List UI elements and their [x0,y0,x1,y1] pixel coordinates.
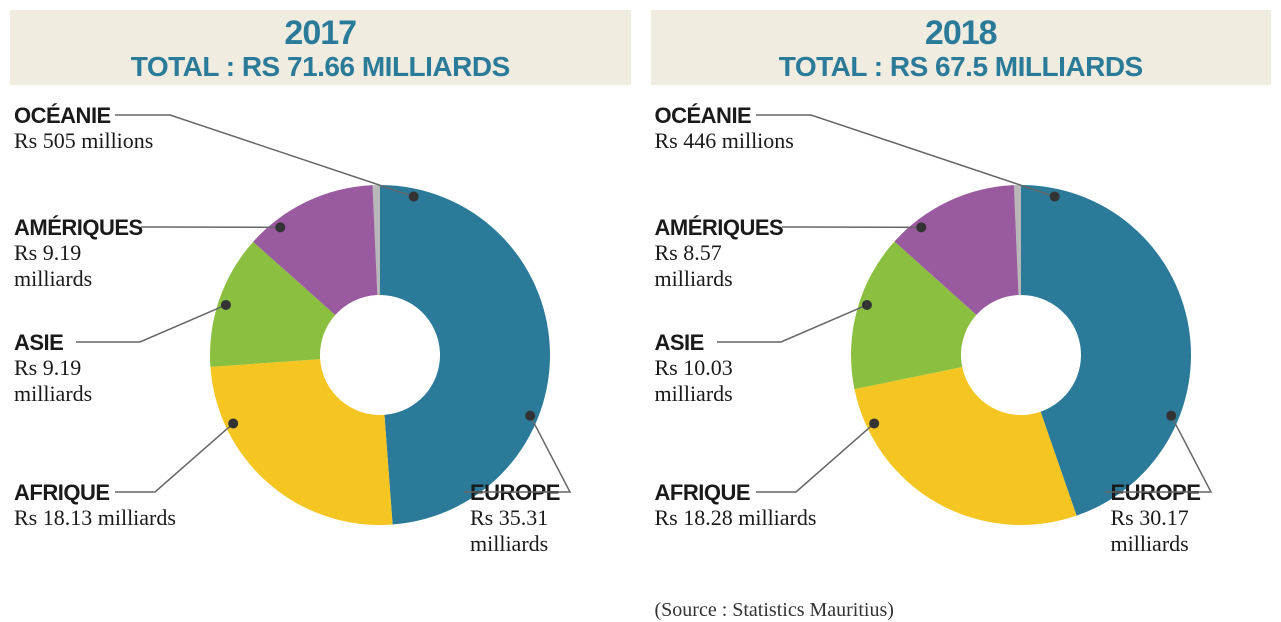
total-2018: TOTAL : RS 67.5 MILLIARDS [651,52,1272,81]
label-name-oceanie: OCÉANIE [655,103,794,128]
slice-afrique [210,359,392,525]
year-2018: 2018 [651,16,1272,52]
label-name-europe: EUROPE [470,480,631,505]
label-oceanie: OCÉANIERs 446 millions [655,103,794,154]
panel-2018: 2018 TOTAL : RS 67.5 MILLIARDS OCÉANIERs… [651,10,1272,622]
label-asie: ASIERs 9.19milliards [14,330,92,406]
label-value-asie: Rs 9.19 [14,355,92,380]
label-afrique: AFRIQUERs 18.13 milliards [14,480,176,531]
label-value-asie: milliards [14,381,92,406]
label-name-oceanie: OCÉANIE [14,103,153,128]
label-name-afrique: AFRIQUE [14,480,176,505]
label-ameriques: AMÉRIQUESRs 9.19milliards [14,215,143,291]
label-value-afrique: Rs 18.28 milliards [655,505,817,530]
slice-europe [380,185,550,525]
label-value-asie: milliards [655,381,733,406]
label-europe: EUROPERs 30.17 milliards [1111,480,1272,556]
label-name-ameriques: AMÉRIQUES [14,215,143,240]
charts-container: 2017 TOTAL : RS 71.66 MILLIARDS OCÉANIER… [10,10,1271,622]
header-2017: 2017 TOTAL : RS 71.66 MILLIARDS [10,10,631,85]
label-value-oceanie: Rs 446 millions [655,128,794,153]
label-value-ameriques: Rs 9.19 [14,240,143,265]
panel-2017: 2017 TOTAL : RS 71.66 MILLIARDS OCÉANIER… [10,10,631,622]
label-value-oceanie: Rs 505 millions [14,128,153,153]
label-value-asie: Rs 10.03 [655,355,733,380]
label-asie: ASIERs 10.03milliards [655,330,733,406]
label-name-afrique: AFRIQUE [655,480,817,505]
label-afrique: AFRIQUERs 18.28 milliards [655,480,817,531]
year-2017: 2017 [10,16,631,52]
chart-area-2017: OCÉANIERs 505 millionsAMÉRIQUESRs 9.19mi… [10,85,631,595]
label-name-europe: EUROPE [1111,480,1272,505]
label-value-europe: Rs 30.17 milliards [1111,505,1272,556]
label-value-ameriques: milliards [655,266,784,291]
label-value-ameriques: Rs 8.57 [655,240,784,265]
header-2018: 2018 TOTAL : RS 67.5 MILLIARDS [651,10,1272,85]
label-name-ameriques: AMÉRIQUES [655,215,784,240]
label-ameriques: AMÉRIQUESRs 8.57milliards [655,215,784,291]
chart-area-2018: OCÉANIERs 446 millionsAMÉRIQUESRs 8.57mi… [651,85,1272,595]
label-value-europe: Rs 35.31 milliards [470,505,631,556]
label-oceanie: OCÉANIERs 505 millions [14,103,153,154]
label-value-ameriques: milliards [14,266,143,291]
label-name-asie: ASIE [14,330,92,355]
label-name-asie: ASIE [655,330,733,355]
total-2017: TOTAL : RS 71.66 MILLIARDS [10,52,631,81]
source-text: (Source : Statistics Mauritius) [651,599,1272,622]
label-europe: EUROPERs 35.31 milliards [470,480,631,556]
label-value-afrique: Rs 18.13 milliards [14,505,176,530]
slice-afrique [854,367,1076,525]
